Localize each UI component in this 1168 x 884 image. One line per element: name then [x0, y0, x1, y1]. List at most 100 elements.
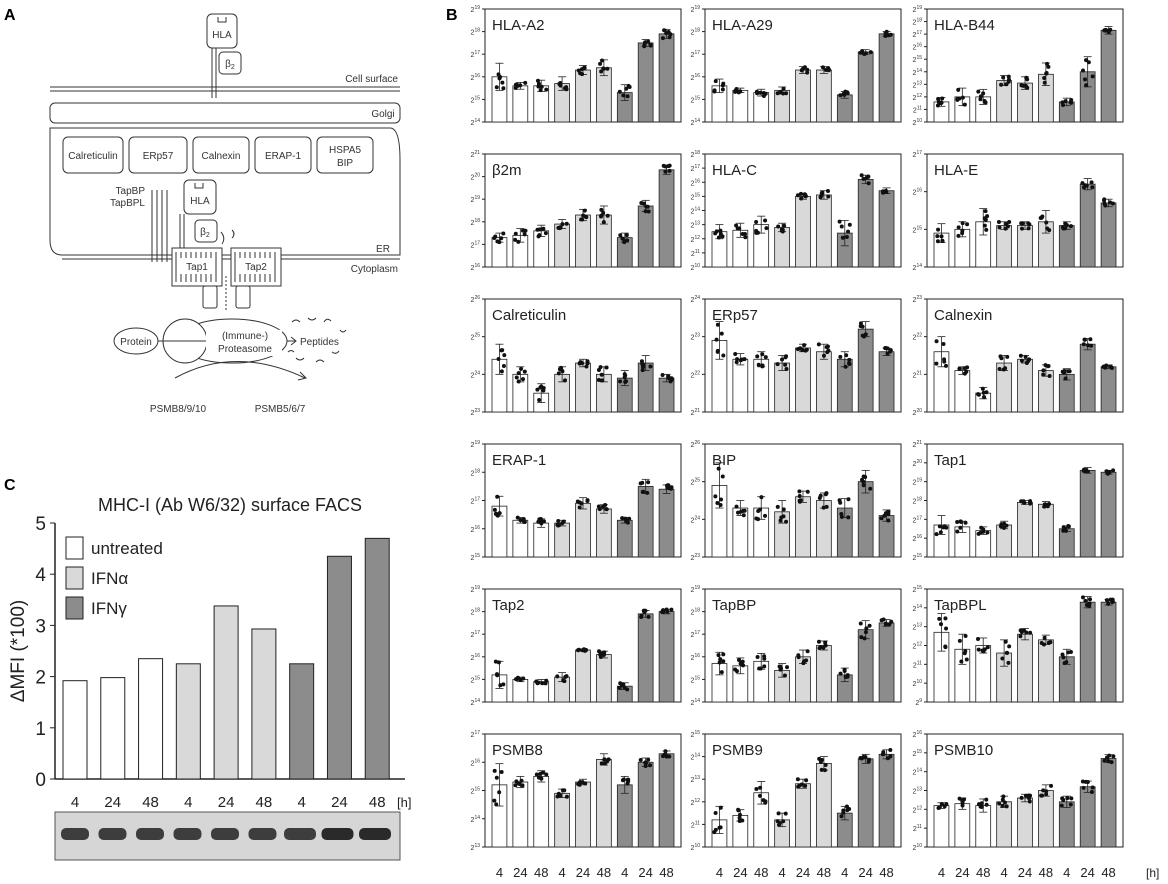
subplot-datapoint	[599, 214, 603, 218]
subplot-datapoint	[624, 519, 628, 523]
subplot-datapoint	[846, 230, 850, 234]
subplot-datapoint	[576, 648, 580, 652]
subplot-title: HLA-C	[712, 162, 757, 179]
subplot-ytick-label: 216	[913, 188, 923, 197]
subplot-ytick-label: 211	[691, 249, 700, 258]
subplot-datapoint	[501, 231, 505, 235]
subplot-ytick-label: 216	[691, 653, 701, 662]
subplot-datapoint	[955, 530, 959, 534]
subplot-xtick-label: 24	[576, 865, 590, 880]
subplot-datapoint	[600, 373, 604, 377]
subplot-datapoint	[734, 223, 738, 227]
subplot-datapoint	[861, 480, 865, 484]
golgi-box	[50, 103, 400, 123]
subplot-datapoint	[606, 214, 610, 218]
subplot-bar	[879, 34, 894, 122]
subplot-bar	[1101, 602, 1116, 702]
subplot-xtick-label: 4	[778, 865, 785, 880]
subplot-datapoint	[824, 492, 828, 496]
subplot-datapoint	[955, 97, 959, 101]
subplot-datapoint	[1111, 754, 1115, 758]
subplot-ytick-label: 219	[471, 585, 481, 594]
subplot-datapoint	[500, 369, 504, 373]
subplot-ytick-label: 221	[913, 440, 923, 449]
subplot-datapoint	[982, 395, 986, 399]
subplot-bar	[638, 614, 653, 702]
subplot-datapoint	[1108, 28, 1112, 32]
subplot-datapoint	[516, 516, 520, 520]
subplot-bar	[879, 191, 894, 267]
subplot-datapoint	[1004, 640, 1008, 644]
subplot-datapoint	[958, 639, 962, 643]
subplot-datapoint	[1063, 222, 1067, 226]
subplot-datapoint	[1105, 470, 1109, 474]
subplot-ytick-label: 217	[913, 150, 923, 159]
subplot-datapoint	[845, 235, 849, 239]
subplot-datapoint	[1091, 785, 1095, 789]
chart-c-bar	[63, 681, 87, 779]
subplot-ytick-label: 219	[913, 478, 923, 487]
subplot-datapoint	[887, 622, 891, 626]
subplot-datapoint	[1061, 655, 1065, 659]
subplot-datapoint	[940, 96, 944, 100]
subplot-datapoint	[888, 748, 892, 752]
subplot-datapoint	[494, 802, 498, 806]
subplot-xtick-label: 24	[858, 865, 872, 880]
subplot-datapoint	[663, 170, 667, 174]
subplot-title: Tap1	[934, 452, 967, 469]
subplot-datapoint	[665, 608, 669, 612]
subplot-datapoint	[523, 370, 527, 374]
subplot-ytick-label: 223	[691, 553, 701, 562]
subplot-datapoint	[796, 347, 800, 351]
subplot-datapoint	[494, 512, 498, 516]
subplot-datapoint	[806, 649, 810, 653]
subplot-datapoint	[820, 758, 824, 762]
subplot-datapoint	[1004, 82, 1008, 86]
subplot-datapoint	[721, 652, 725, 656]
subplot-bar	[879, 754, 894, 847]
subplot-bar	[816, 70, 831, 122]
subplot-datapoint	[957, 225, 961, 229]
subplot-datapoint	[500, 81, 504, 85]
subplot-datapoint	[944, 627, 948, 631]
subplot-datapoint	[645, 491, 649, 495]
subplot-xtick-label: 4	[621, 865, 628, 880]
subplot-ytick-label: 219	[691, 585, 701, 594]
facs-bar-chart: MHC-I (Ab W6/32) surface FACS012345ΔMFI …	[8, 495, 411, 811]
subplot-datapoint	[846, 497, 850, 501]
subplot-ytick-label: 224	[691, 295, 701, 304]
subplot-datapoint	[864, 626, 868, 630]
subplot-datapoint	[754, 787, 758, 791]
subplot-datapoint	[562, 788, 566, 792]
subplot-datapoint	[799, 196, 803, 200]
subplot-ytick-label: 215	[913, 749, 923, 758]
subplot-datapoint	[623, 380, 627, 384]
subplot-datapoint	[555, 674, 559, 678]
subplot-datapoint	[1022, 499, 1026, 503]
subplot-datapoint	[869, 50, 873, 54]
subplot-datapoint	[493, 508, 497, 512]
subplot-bar	[576, 363, 591, 412]
subplot-bar	[816, 195, 831, 267]
subplot-bar	[934, 806, 949, 847]
subplot-bar	[1080, 602, 1095, 702]
subplot-bar	[638, 43, 653, 122]
subplot-datapoint	[935, 234, 939, 238]
subplot-datapoint	[1081, 69, 1085, 73]
subplot-bar	[796, 497, 811, 557]
subplot-bar	[796, 348, 811, 412]
subplot-datapoint	[838, 355, 842, 359]
subplot-datapoint	[802, 343, 806, 347]
subplot-ytick-label: 217	[471, 730, 481, 739]
subplot-datapoint	[820, 190, 824, 194]
legend-swatch	[66, 597, 83, 619]
subplot-datapoint	[1083, 77, 1087, 81]
subplot-datapoint	[1004, 227, 1008, 231]
subplot-datapoint	[622, 240, 626, 244]
chart-c-legend: untreatedIFNαIFNγ	[66, 537, 163, 619]
subplot-datapoint	[844, 353, 848, 357]
subplot: 214215216217HLA-E	[913, 150, 1123, 272]
subplot-ytick-label: 214	[913, 68, 923, 77]
subplot-xtick-label: 48	[1039, 865, 1053, 880]
subplot-ytick-label: 215	[471, 95, 481, 104]
